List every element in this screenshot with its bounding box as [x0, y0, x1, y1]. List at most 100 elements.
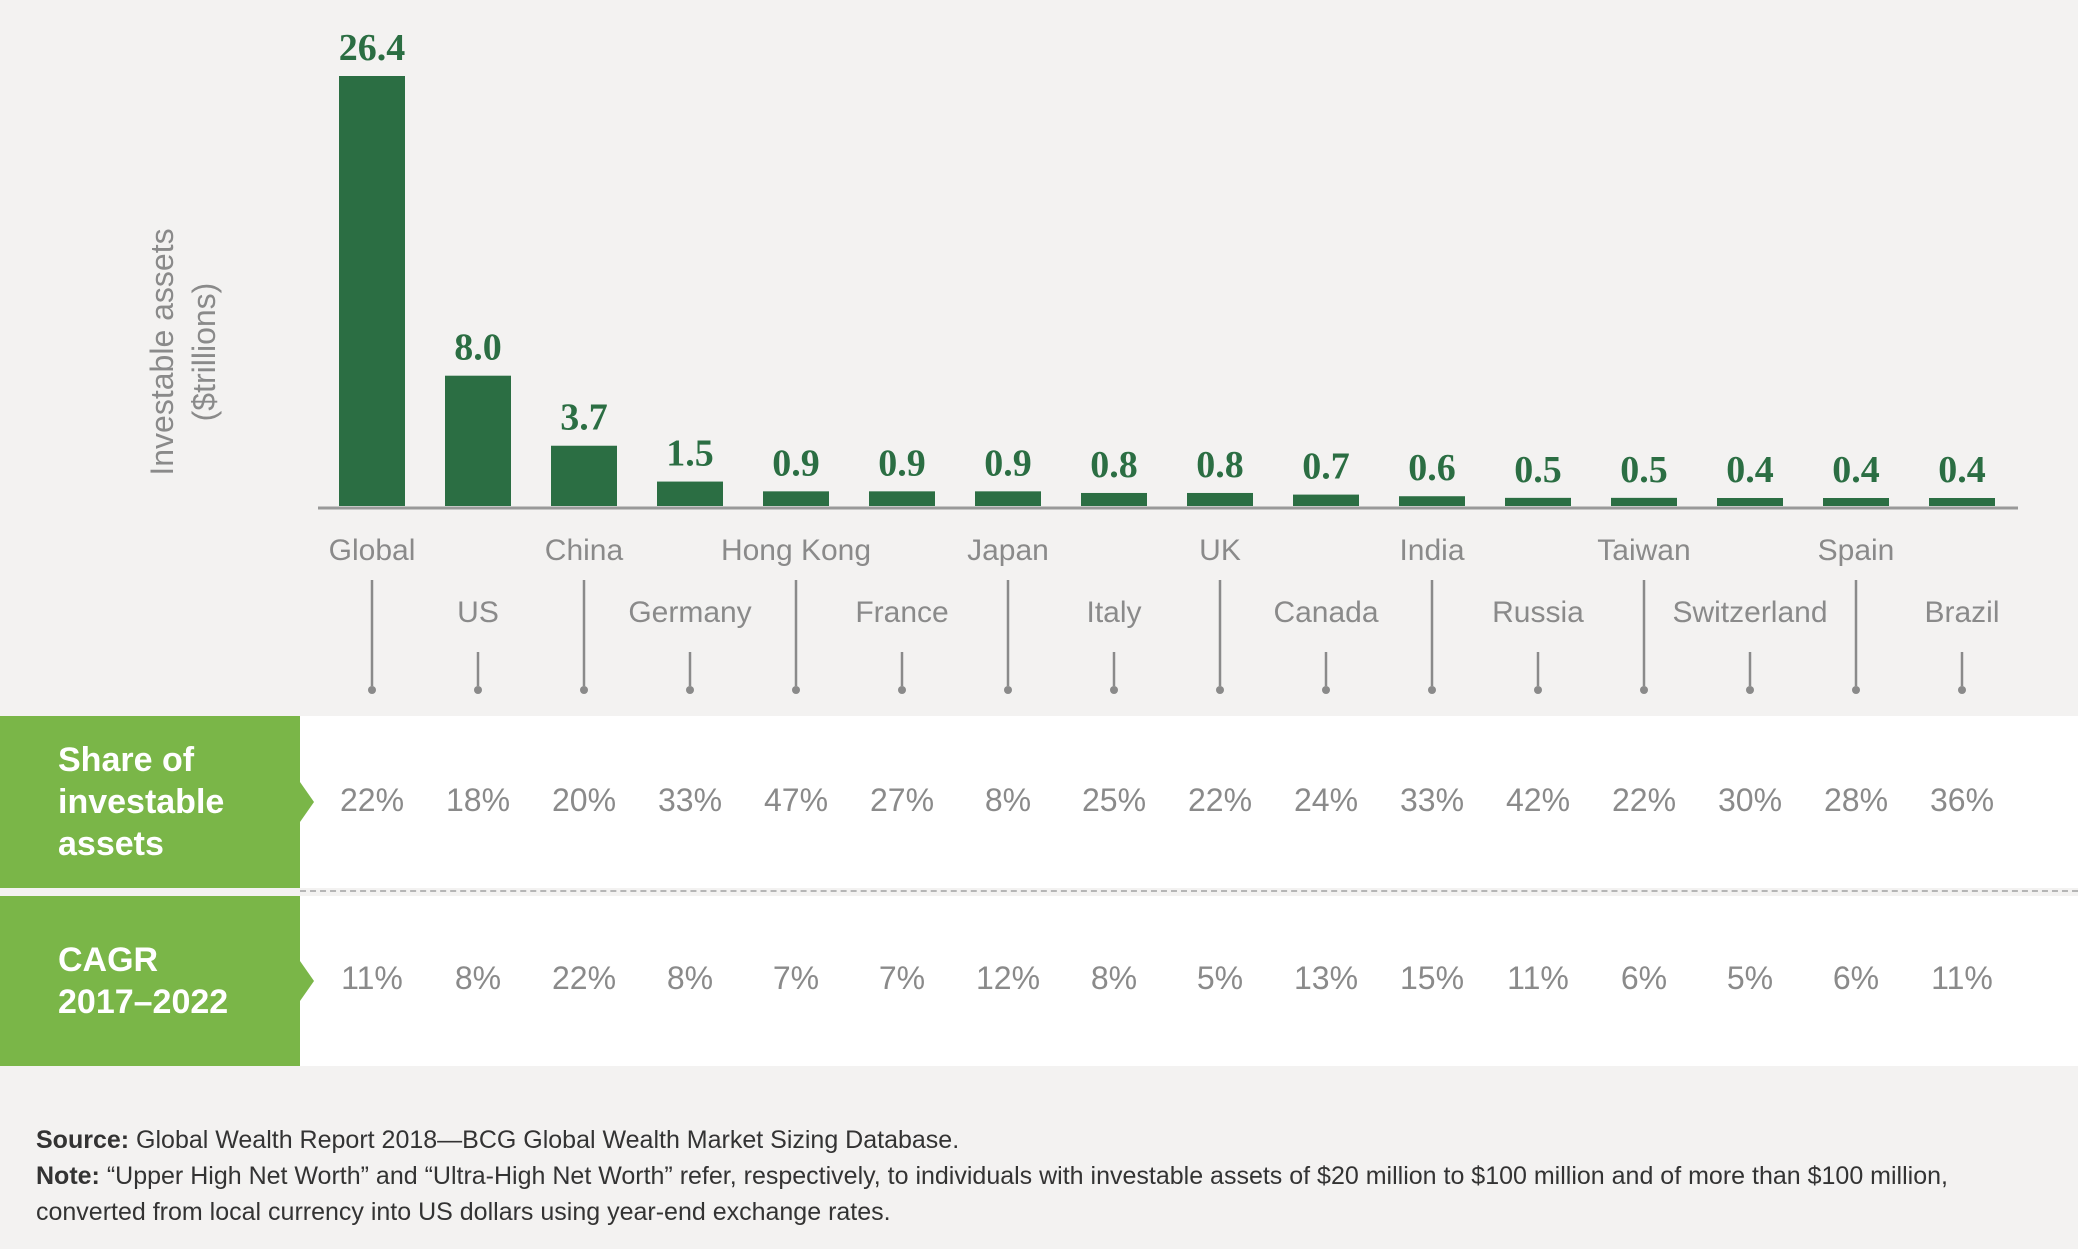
bar-russia: [1505, 497, 1571, 506]
share-cell-hong-kong: 47%: [763, 782, 829, 818]
row-divider: [300, 890, 2078, 892]
category-label-switzerland: Switzerland: [1672, 596, 1827, 629]
cagr-cell-taiwan: 6%: [1620, 960, 1668, 996]
bar-hong-kong: [763, 491, 829, 506]
arrow-taiwan: [1640, 580, 1648, 694]
value-labels-group: 26.4 8.0 3.7 1.5 0.9 0.9 0.9 0.8 0.8 0.7 0.6 0.5 0.5…: [339, 27, 1986, 491]
category-label-brazil: Brazil: [1924, 596, 1999, 629]
cagr-label-notch: [300, 961, 314, 1001]
share-cell-us: 18%: [445, 782, 511, 818]
source-label: Source:: [36, 1126, 130, 1154]
value-label-us: 8.0: [454, 327, 502, 369]
cagr-row-label: CAGR 2017–2022: [0, 896, 314, 1066]
arrow-switzerland: [1746, 652, 1754, 694]
bar-global: [339, 76, 405, 506]
arrow-brazil: [1958, 652, 1966, 694]
arrow-india: [1428, 580, 1436, 694]
share-cell-japan: 8%: [984, 782, 1032, 818]
cagr-cell-china: 22%: [551, 960, 617, 996]
bar-china: [551, 445, 617, 506]
arrow-china: [580, 580, 588, 694]
share-cell-global: 22%: [339, 782, 405, 818]
category-label-china: China: [545, 534, 624, 567]
leader-arrows-group: [368, 580, 1966, 694]
cagr-cell-global: 11%: [341, 960, 403, 996]
cagr-cell-hong-kong: 7%: [772, 960, 820, 996]
y-axis-label: Investable assets ($trillions): [144, 228, 222, 475]
source-line: Source: Global Wealth Report 2018—BCG Gl…: [36, 1122, 2036, 1158]
share-cell-canada: 24%: [1293, 782, 1359, 818]
category-label-france: France: [855, 596, 948, 629]
bar-india: [1399, 496, 1465, 506]
source-text: Global Wealth Report 2018—BCG Global Wea…: [136, 1126, 960, 1154]
arrow-us: [474, 652, 482, 694]
category-label-us: US: [457, 596, 499, 629]
value-label-russia: 0.5: [1514, 449, 1562, 491]
cagr-cell-us: 8%: [454, 960, 502, 996]
share-label-line3: assets: [58, 825, 164, 863]
cagr-label-line1: CAGR: [58, 941, 159, 979]
bar-italy: [1081, 492, 1147, 506]
value-label-hong-kong: 0.9: [772, 442, 820, 484]
category-label-japan: Japan: [967, 534, 1049, 567]
arrow-global: [368, 580, 376, 694]
share-cell-india: 33%: [1399, 782, 1465, 818]
cagr-cell-italy: 8%: [1090, 960, 1138, 996]
category-label-russia: Russia: [1492, 596, 1584, 629]
cagr-cell-germany: 8%: [666, 960, 714, 996]
share-cell-italy: 25%: [1081, 782, 1147, 818]
bar-chart: Investable assets ($trillions) 26.4 8.0 3.…: [144, 27, 2018, 694]
note-label: Note:: [36, 1162, 100, 1190]
value-label-italy: 0.8: [1090, 444, 1138, 486]
cagr-cell-japan: 12%: [975, 960, 1041, 996]
category-label-germany: Germany: [628, 596, 751, 629]
share-cell-china: 20%: [551, 782, 617, 818]
cagr-cell-switzerland: 5%: [1726, 960, 1774, 996]
share-cell-spain: 28%: [1823, 782, 1889, 818]
value-label-taiwan: 0.5: [1620, 449, 1668, 491]
category-label-taiwan: Taiwan: [1597, 534, 1690, 567]
bars-group: [339, 76, 1995, 506]
arrow-hong-kong: [792, 580, 800, 694]
share-row: Share of investable assets 22% 18% 20% 33% 4…: [0, 716, 2078, 888]
value-label-spain: 0.4: [1832, 449, 1880, 491]
cagr-cell-uk: 5%: [1196, 960, 1244, 996]
bar-uk: [1187, 492, 1253, 506]
y-axis-label-line2: ($trillions): [186, 283, 222, 422]
value-label-canada: 0.7: [1302, 446, 1350, 488]
cagr-cell-spain: 6%: [1832, 960, 1880, 996]
cagr-cell-brazil: 11%: [1931, 960, 1993, 996]
category-label-hong-kong: Hong Kong: [721, 534, 871, 567]
arrow-japan: [1004, 580, 1012, 694]
arrow-france: [898, 652, 906, 694]
footer: Source: Global Wealth Report 2018—BCG Gl…: [36, 1122, 2036, 1230]
share-label-notch: [300, 782, 314, 822]
bar-france: [869, 491, 935, 506]
share-cell-uk: 22%: [1187, 782, 1253, 818]
y-axis-label-line1: Investable assets: [144, 228, 180, 475]
bar-brazil: [1929, 498, 1995, 506]
note-text: “Upper High Net Worth” and “Ultra-High N…: [36, 1162, 1948, 1226]
share-cell-switzerland: 30%: [1717, 782, 1783, 818]
cagr-cell-india: 15%: [1399, 960, 1465, 996]
bar-us: [445, 375, 511, 506]
value-label-china: 3.7: [560, 397, 608, 439]
category-label-italy: Italy: [1086, 596, 1141, 629]
value-label-france: 0.9: [878, 442, 926, 484]
share-label-line1: Share of: [58, 741, 195, 779]
value-label-uk: 0.8: [1196, 444, 1244, 486]
value-label-india: 0.6: [1408, 447, 1456, 489]
note-line: Note: “Upper High Net Worth” and “Ultra-…: [36, 1158, 2036, 1230]
category-label-canada: Canada: [1273, 596, 1378, 629]
bar-taiwan: [1611, 497, 1677, 506]
value-label-japan: 0.9: [984, 442, 1032, 484]
bar-switzerland: [1717, 498, 1783, 506]
category-label-uk: UK: [1199, 534, 1241, 567]
bar-germany: [657, 481, 723, 506]
share-label-line2: investable: [58, 783, 225, 821]
share-cell-taiwan: 22%: [1611, 782, 1677, 818]
category-label-global: Global: [329, 534, 416, 567]
share-cell-brazil: 36%: [1929, 782, 1995, 818]
share-cell-russia: 42%: [1505, 782, 1571, 818]
